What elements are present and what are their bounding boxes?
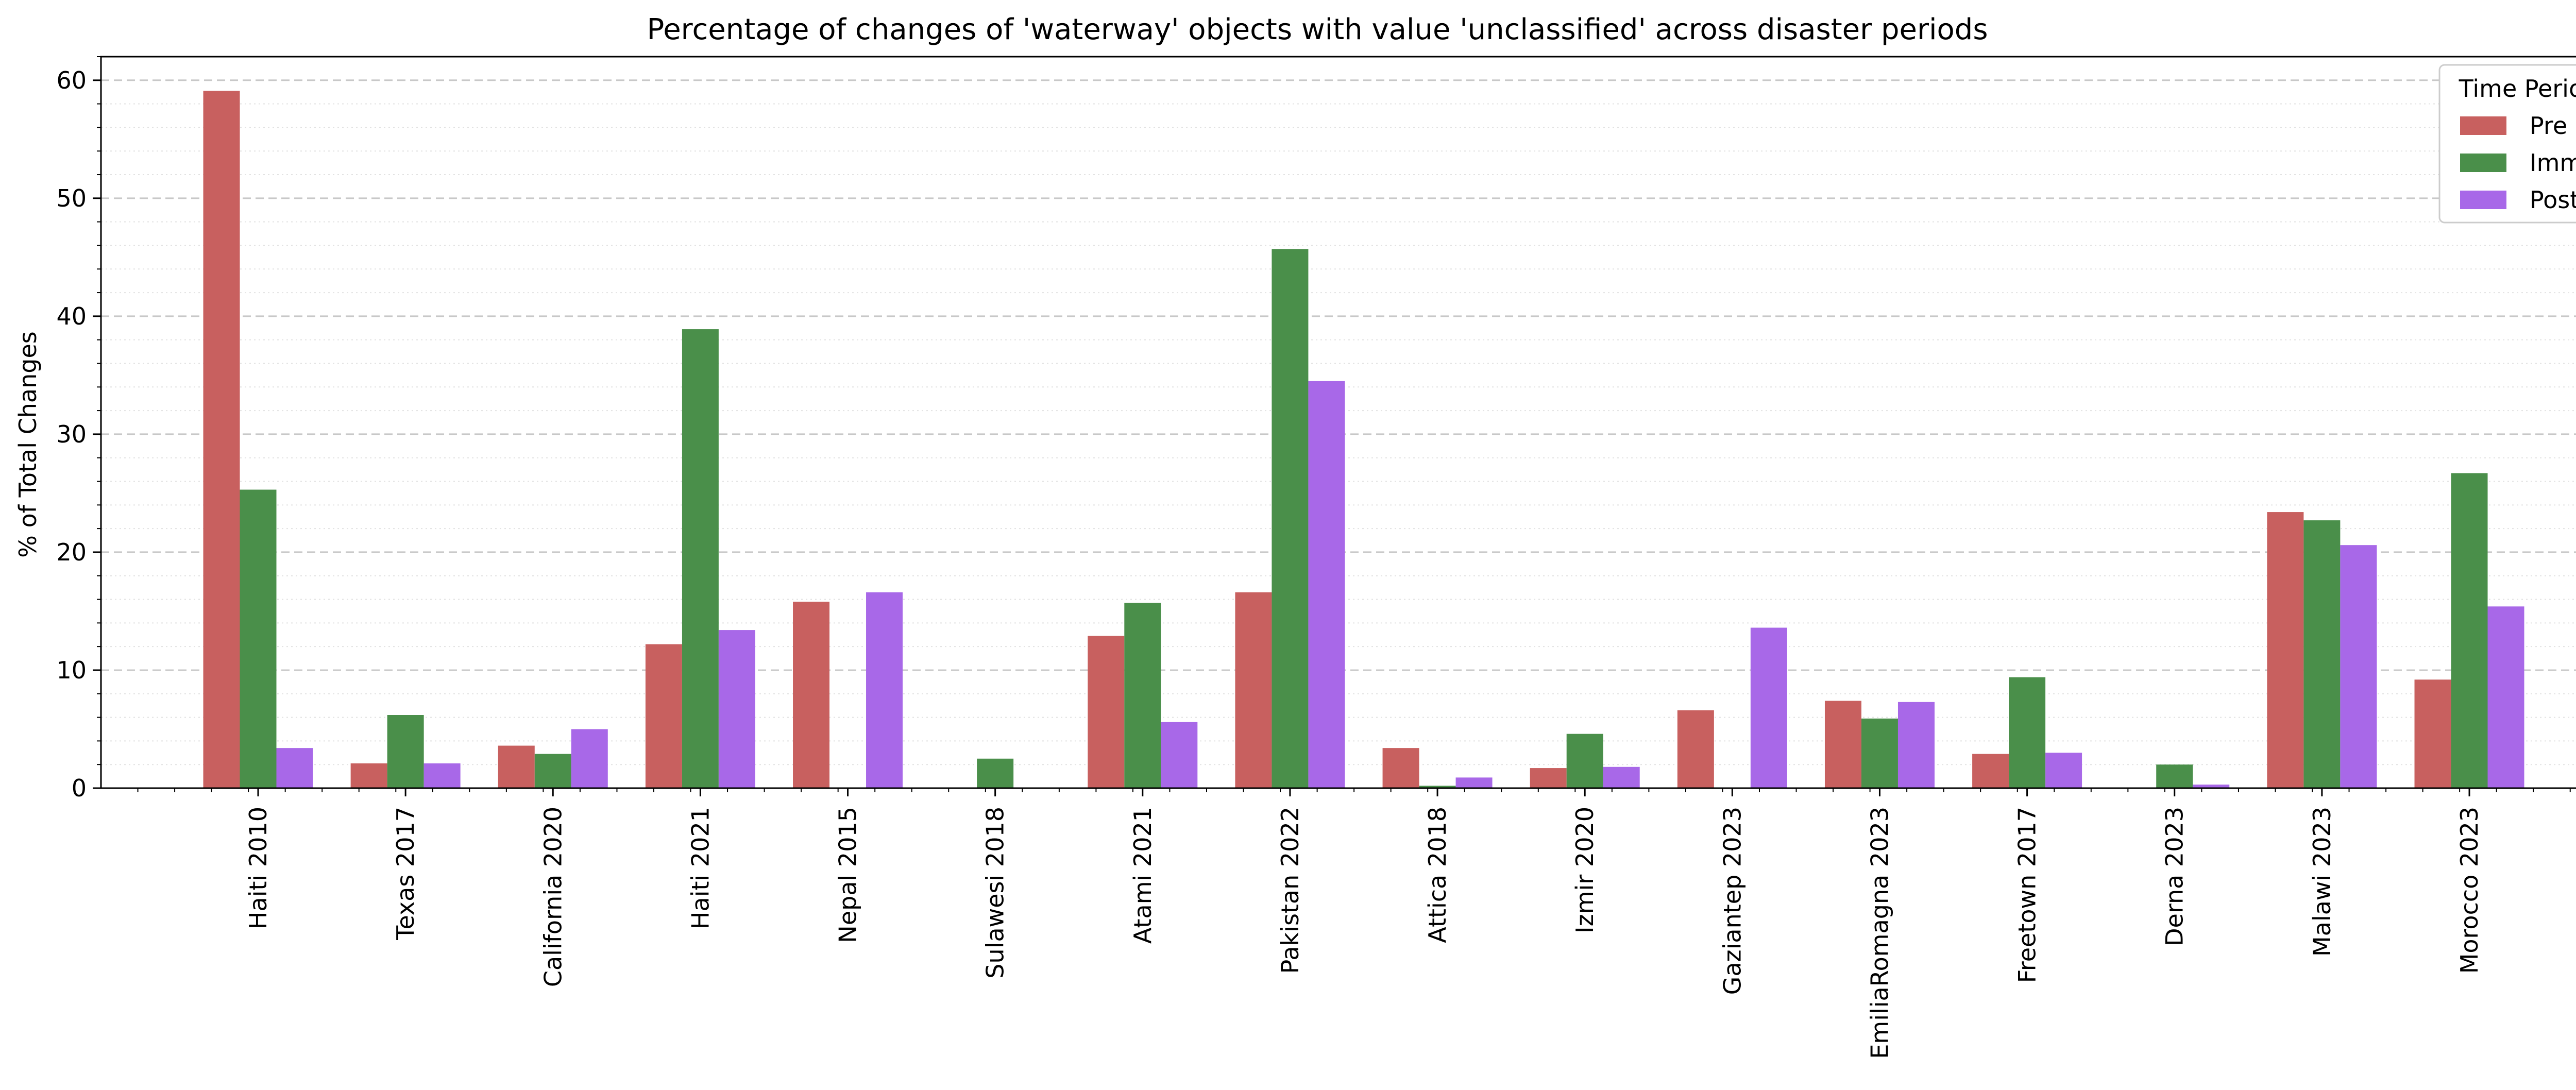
bar-imm xyxy=(1419,786,1456,788)
bar-post xyxy=(276,748,313,788)
bar-post xyxy=(1750,627,1787,788)
bar-post xyxy=(423,763,461,788)
bar-imm xyxy=(1861,718,1898,788)
bar-post xyxy=(2487,606,2524,788)
x-tick-label: Freetown 2017 xyxy=(2013,807,2041,983)
x-tick-label: Nepal 2015 xyxy=(834,807,862,943)
x-tick-label: Haiti 2021 xyxy=(686,807,714,929)
legend-frame xyxy=(2438,64,2576,224)
axes-layer: 0 10 20 30 40 50 60 Haiti 2010 Texas 2017 Califor… xyxy=(56,56,2576,1059)
bar-pre xyxy=(203,91,240,789)
y-tick-label: 40 xyxy=(56,302,87,330)
x-tick-label: Haiti 2010 xyxy=(244,807,272,929)
x-tick-label: Pakistan 2022 xyxy=(1276,807,1304,974)
x-tick-label: Izmir 2020 xyxy=(1571,807,1599,933)
bar-imm xyxy=(977,758,1014,788)
bar-post xyxy=(2045,753,2082,788)
bar-post xyxy=(2340,545,2377,788)
bar-post xyxy=(1897,702,1935,788)
plot-frame xyxy=(100,56,2576,789)
y-tick-label: 20 xyxy=(56,538,87,566)
bar-post xyxy=(718,630,755,788)
bar-post xyxy=(866,592,903,788)
bar-post xyxy=(2193,785,2230,788)
x-tick-label: Gaziantep 2023 xyxy=(1718,807,1746,995)
y-tick-label: 0 xyxy=(72,774,87,802)
grid-layer xyxy=(101,56,2576,765)
bar-pre xyxy=(793,602,830,788)
y-axis-label: % of Total Changes xyxy=(14,331,42,557)
bar-imm xyxy=(387,715,424,788)
x-tick-label: Derna 2023 xyxy=(2161,807,2189,946)
bar-imm xyxy=(2303,520,2341,788)
legend-label-pre: Pre xyxy=(2530,112,2567,140)
x-tick-label: Attica 2018 xyxy=(1423,807,1451,943)
bar-pre xyxy=(350,763,387,788)
x-tick-label: EmiliaRomagna 2023 xyxy=(1866,807,1893,1059)
legend-swatch-pre xyxy=(2460,116,2506,135)
bar-pre xyxy=(1530,768,1567,788)
legend: Time Period Pre Imm Post xyxy=(2438,64,2576,224)
bar-imm xyxy=(2451,473,2488,788)
bar-post xyxy=(1455,777,1493,788)
bar-pre xyxy=(645,644,682,788)
bar-imm xyxy=(2156,764,2193,788)
x-tick-label: Sulawesi 2018 xyxy=(981,807,1009,979)
chart-title: Percentage of changes of 'waterway' obje… xyxy=(647,13,1988,46)
legend-swatch-imm xyxy=(2460,154,2506,172)
y-tick-label: 30 xyxy=(56,420,87,448)
bar-imm xyxy=(534,754,571,788)
y-tick-label: 60 xyxy=(56,66,87,94)
bar-imm xyxy=(1272,249,1309,789)
bar-imm xyxy=(1124,603,1161,788)
legend-label-post: Post xyxy=(2530,186,2576,214)
bar-post xyxy=(571,729,608,788)
legend-swatch-post xyxy=(2460,191,2506,209)
bar-pre xyxy=(1382,748,1419,788)
y-tick-label: 10 xyxy=(56,656,87,684)
bar-post xyxy=(1308,381,1345,788)
bar-pre xyxy=(1677,710,1714,788)
legend-label-imm: Imm xyxy=(2530,149,2576,177)
bar-imm xyxy=(240,489,277,788)
bar-pre xyxy=(1235,592,1272,788)
legend-items: Pre Imm Post xyxy=(2460,112,2576,214)
x-tick-label: Texas 2017 xyxy=(392,807,419,941)
bar-pre xyxy=(498,745,535,788)
x-tick-label: Malawi 2023 xyxy=(2308,807,2336,957)
legend-title: Time Period xyxy=(2459,75,2576,103)
bar-imm xyxy=(2009,677,2046,788)
bar-imm xyxy=(1566,734,1603,788)
bar-pre xyxy=(2414,679,2451,788)
bar-post xyxy=(1603,767,1640,788)
bar-pre xyxy=(1088,636,1125,788)
bar-pre xyxy=(1972,754,2009,788)
y-tick-label: 50 xyxy=(56,184,87,212)
x-tick-label: Morocco 2023 xyxy=(2455,807,2483,974)
bars-layer xyxy=(203,91,2524,789)
bar-pre xyxy=(2267,512,2304,788)
bar-post xyxy=(1161,722,1198,788)
bar-pre xyxy=(1824,701,1861,788)
x-tick-label: California 2020 xyxy=(539,807,567,987)
bar-imm xyxy=(682,329,719,788)
x-tick-label: Atami 2021 xyxy=(1129,807,1157,944)
